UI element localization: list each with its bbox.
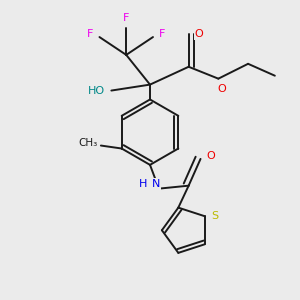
Text: F: F (87, 29, 94, 39)
Text: H: H (138, 179, 147, 189)
Text: CH₃: CH₃ (78, 138, 97, 148)
Text: O: O (207, 151, 215, 161)
Text: O: O (217, 84, 226, 94)
Text: F: F (159, 29, 165, 39)
Text: O: O (195, 29, 203, 39)
Text: HO: HO (88, 85, 105, 96)
Text: F: F (123, 13, 129, 23)
Text: N: N (152, 179, 160, 189)
Text: S: S (212, 211, 219, 221)
